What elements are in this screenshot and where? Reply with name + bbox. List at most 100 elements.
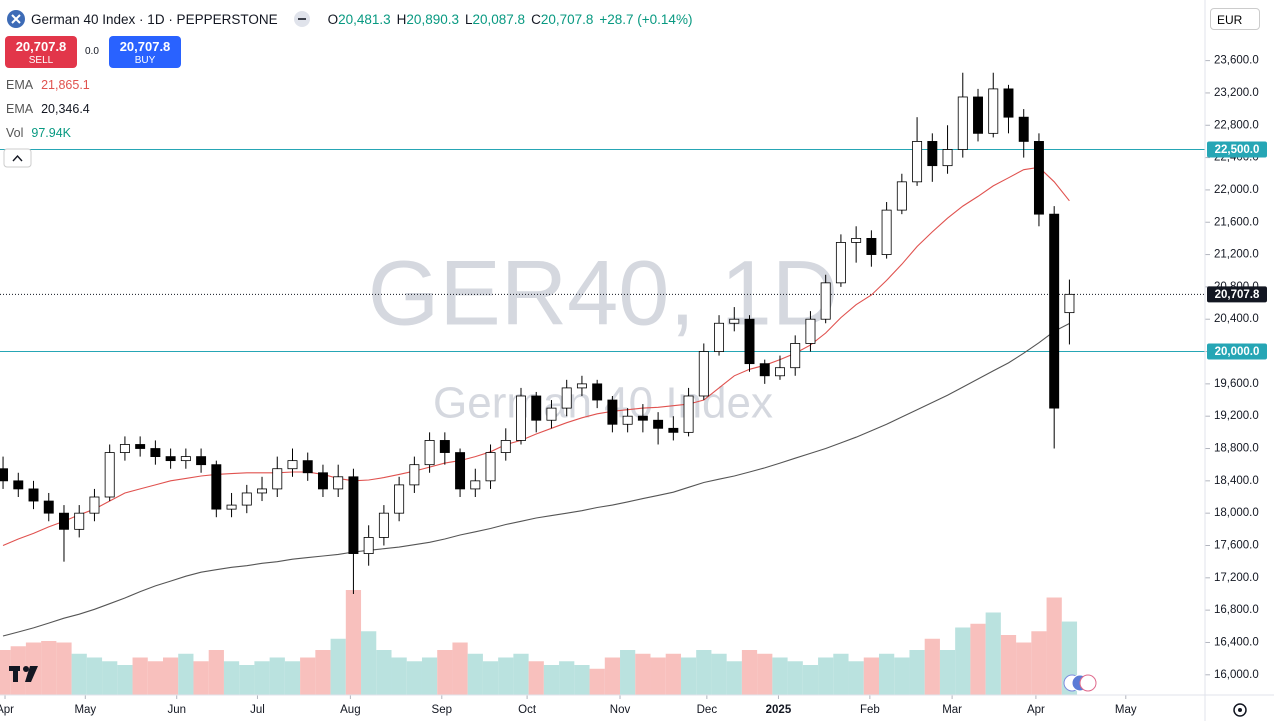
y-tick-label: 20,400.0	[1214, 313, 1259, 325]
candle-body	[866, 238, 877, 255]
symbol-logo	[7, 10, 25, 28]
candle-body	[698, 351, 709, 397]
y-tick-label: 18,000.0	[1214, 507, 1259, 519]
volume-bar	[41, 641, 57, 695]
volume-bar	[604, 657, 621, 695]
candle-body	[516, 395, 526, 441]
ohlc-key: O	[327, 11, 339, 27]
candle-body	[942, 149, 953, 167]
volume-bar	[650, 657, 666, 695]
volume-bar	[863, 657, 879, 695]
x-tick-label: Dec	[697, 704, 718, 716]
candle-body	[348, 476, 359, 554]
volume-bar	[543, 665, 560, 695]
price-badge	[1207, 343, 1267, 360]
candle-body	[835, 242, 846, 284]
candle-body	[988, 88, 999, 134]
x-tick-label: Aug	[340, 704, 360, 716]
candle-body	[561, 387, 572, 409]
candle-body	[119, 444, 130, 453]
buy-button[interactable]: 20,707.8 BUY	[109, 36, 181, 68]
candle-body	[637, 415, 648, 421]
volume-bar	[574, 665, 590, 695]
candle-body	[470, 480, 481, 490]
buy-price: 20,707.8	[119, 39, 171, 54]
legend-item: Vol 97.94K	[6, 126, 71, 140]
candle-body	[257, 488, 267, 494]
watermark-subtitle: German 40 Index	[433, 379, 773, 428]
candle-body	[729, 318, 740, 324]
header: German 40 Index · 1D · PEPPERSTONE O20,4…	[0, 0, 692, 38]
volume-bar	[361, 631, 377, 695]
candle-body	[1033, 141, 1044, 215]
y-tick-label: 21,200.0	[1214, 249, 1259, 261]
legend-item: EMA 21,865.1	[6, 78, 90, 92]
candle-body	[272, 468, 283, 490]
candle-body	[135, 444, 146, 449]
ema-line	[2, 323, 1070, 637]
candle-body	[668, 427, 679, 433]
x-tick-label: Apr	[1027, 704, 1045, 716]
candle-body	[576, 383, 587, 389]
candle-body	[287, 460, 298, 470]
candle-body	[546, 407, 557, 421]
candle-body	[74, 512, 85, 530]
candle-body	[409, 464, 420, 486]
candle-body	[0, 468, 9, 482]
volume-bar	[970, 623, 986, 695]
volume-bar	[376, 650, 392, 695]
volume-bar	[208, 650, 224, 695]
candle-body	[790, 343, 801, 369]
volume-bar	[955, 627, 971, 695]
volume-bar	[71, 653, 87, 695]
y-tick-label: 21,600.0	[1214, 216, 1259, 228]
settings-icon[interactable]	[1233, 703, 1247, 717]
y-tick-label: 18,400.0	[1214, 475, 1259, 487]
x-tick-label: Sep	[432, 704, 452, 716]
x-tick-label: Feb	[860, 704, 880, 716]
currency-select[interactable]: EUR	[1210, 8, 1260, 30]
x-tick-label: Apr	[0, 704, 14, 716]
volume-bar	[909, 650, 925, 695]
candle-body	[150, 448, 161, 457]
ohlc-value: 20,890.3	[406, 11, 459, 27]
change: +28.7 (+0.14%)	[599, 11, 693, 27]
candle-body	[653, 419, 664, 429]
volume-bar	[726, 661, 742, 695]
candle-body	[500, 440, 511, 453]
volume-bar	[86, 657, 103, 695]
event-icons[interactable]	[1063, 674, 1097, 692]
volume-bar	[939, 650, 956, 695]
volume-bar	[680, 657, 697, 695]
volume-bar	[406, 661, 422, 695]
candle-body	[851, 238, 862, 243]
ohlc-value: 20,087.8	[472, 11, 526, 27]
volume-bar	[528, 661, 544, 695]
volume-bar	[498, 657, 514, 695]
candle-body	[805, 318, 816, 344]
candle-body	[927, 141, 938, 167]
y-tick-label: 19,200.0	[1214, 410, 1259, 422]
hide-button[interactable]	[292, 9, 312, 29]
ohlc-value: 20,707.8	[540, 11, 594, 27]
volume-bar	[665, 653, 681, 695]
candle-body	[378, 512, 389, 538]
y-tick-label: 16,000.0	[1214, 669, 1259, 681]
volume-bar	[589, 668, 605, 695]
candle-body	[317, 472, 328, 490]
candle-body	[211, 464, 222, 510]
sell-button[interactable]: 20,707.8 SELL	[5, 36, 77, 68]
x-tick-label: May	[1115, 704, 1137, 716]
candle-body	[104, 452, 115, 498]
volume-bar	[239, 665, 255, 695]
volume-bar	[711, 653, 727, 695]
volume-bar	[741, 650, 758, 695]
legend-value: 21,865.1	[41, 78, 90, 92]
candle-body	[1064, 293, 1075, 314]
candle-body	[43, 500, 54, 514]
candle-body	[896, 181, 907, 211]
collapse-button[interactable]	[3, 148, 32, 168]
y-tick-label: 23,600.0	[1214, 55, 1259, 67]
